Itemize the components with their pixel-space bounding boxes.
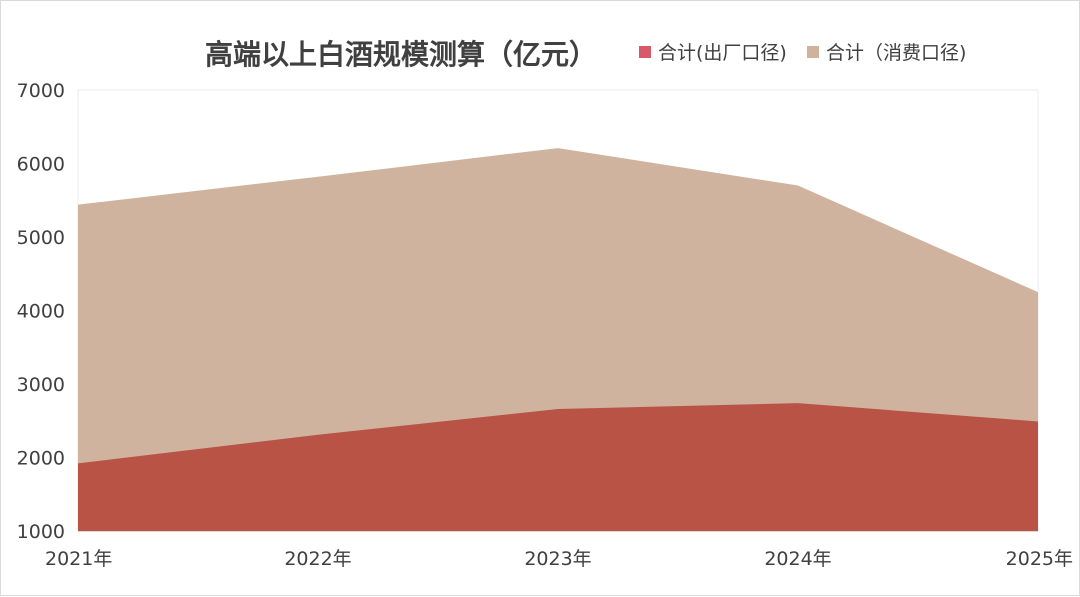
y-tick-label: 5000 [17,227,65,249]
y-tick-label: 6000 [17,154,65,176]
legend-swatch-shipment [639,46,651,58]
x-axis: 2021年 2022年 2023年 2024年 2025年 [45,531,1073,570]
x-tick-label: 2023年 [524,548,591,570]
legend-label-shipment: 合计(出厂口径) [658,42,787,64]
y-axis: 1000 2000 3000 4000 5000 6000 7000 [17,80,65,543]
legend: 合计(出厂口径) 合计（消费口径) [639,42,966,64]
y-tick-label: 1000 [17,521,65,543]
plot-area [77,89,1039,532]
chart-title: 高端以上白酒规模测算（亿元） [205,38,597,71]
area-series-shipment [78,403,1038,531]
x-tick-label: 2022年 [284,548,351,570]
x-tick-label: 2025年 [1006,548,1073,570]
legend-swatch-consumption [807,46,819,58]
y-tick-label: 3000 [17,374,65,396]
y-tick-label: 7000 [17,80,65,102]
y-tick-label: 4000 [17,301,65,323]
y-tick-label: 2000 [17,448,65,470]
x-tick-label: 2021年 [45,548,112,570]
legend-label-consumption: 合计（消费口径) [826,42,966,64]
x-tick-label: 2024年 [764,548,831,570]
